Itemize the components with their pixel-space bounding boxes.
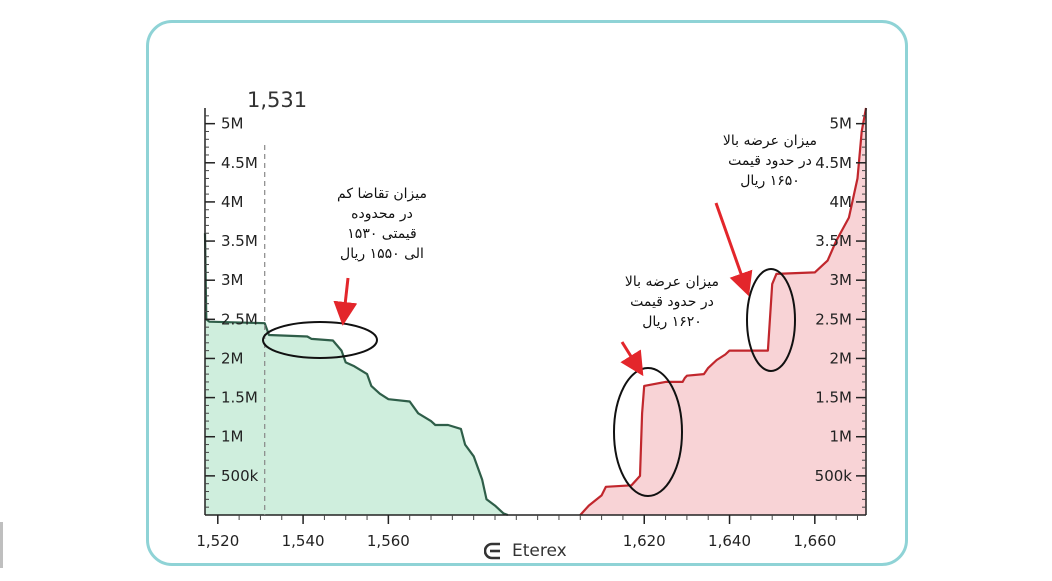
x-tick-label: 1,620 [623,532,666,550]
annotation-ellipse-ask-step-1620 [613,367,683,497]
annotation-text-line: در محدوده [351,206,413,222]
y-tick-label-left: 5M [221,115,244,133]
current-price-label: 1,531 [247,88,307,112]
annotation-text-line: میزان عرضه بالا [625,274,719,290]
annotation-arrow-bid-range-1530-1550 [333,277,358,326]
y-tick-label-left: 1.5M [221,389,258,407]
y-tick-label-left: 1M [221,428,244,446]
y-tick-label-right: 1.5M [815,389,852,407]
annotation-text-line: در حدود قیمت [630,294,714,310]
x-tick-label: 1,520 [196,532,239,550]
eterex-logo-icon [484,542,500,560]
bid-area-layer [203,233,509,517]
y-tick-label-right: 3.5M [815,232,852,250]
annotation-text-line: الی ۱۵۵۰ ریال [340,246,424,262]
y-tick-label-left: 500k [221,467,259,485]
x-tick-label: 1,560 [367,532,410,550]
brand-name: Eterex [512,541,567,561]
y-tick-label-right: 2M [830,349,853,367]
y-tick-label-right: 3M [830,271,853,289]
x-tick-label: 1,640 [708,532,751,550]
annotations-layer: میزان تقاضا کم در محدوده قیمتی ۱۵۳۰ الی ۱۵۵… [262,133,817,497]
annotation-text-line: ۱۶۲۰ ریال [642,314,702,330]
ask-depth-line [579,107,868,516]
x-tick-label: 1,540 [282,532,325,550]
y-tick-label-right: 4M [830,193,853,211]
y-tick-label-right: 5M [830,115,853,133]
annotation-text-line: ۱۶۵۰ ریال [740,173,800,189]
y-tick-label-left: 4.5M [221,154,258,172]
y-tick-label-left: 3.5M [221,232,258,250]
bid-depth-line [203,233,509,517]
annotation-arrow-ask-step-1650 [714,202,753,297]
brand: Eterex [484,541,567,561]
y-tick-label-right: 2.5M [815,310,852,328]
bid-depth-area [205,233,508,515]
y-tick-label-left: 3M [221,271,244,289]
annotation-text-line: در حدود قیمت [728,153,812,169]
x-tick-label: 1,660 [793,532,836,550]
y-tick-label-left: 4M [221,193,244,211]
axes-layer: 5M 5M 4.5M 4.5M 4M 4M 3.5M 3.5M 3M 3M 2.5M 2.5M 2M 2M… [196,108,867,550]
ask-area-layer [579,107,868,516]
y-tick-label-right: 500k [815,467,853,485]
ask-depth-area [580,108,866,515]
y-tick-label-right: 1M [830,428,853,446]
annotation-text-line: میزان تقاضا کم [337,186,427,202]
annotation-ellipse-ask-step-1650 [746,268,796,372]
annotation-text-line: میزان عرضه بالا [723,133,817,149]
y-tick-label-left: 2M [221,349,244,367]
y-tick-label-left: 2.5M [221,310,258,328]
annotation-arrow-ask-step-1620 [620,341,644,377]
y-tick-label-right: 4.5M [815,154,852,172]
annotation-text-line: قیمتی ۱۵۳۰ [347,226,416,242]
annotation-ellipse-bid-range-1530-1550 [262,321,378,359]
left-edge-marker [0,522,3,568]
